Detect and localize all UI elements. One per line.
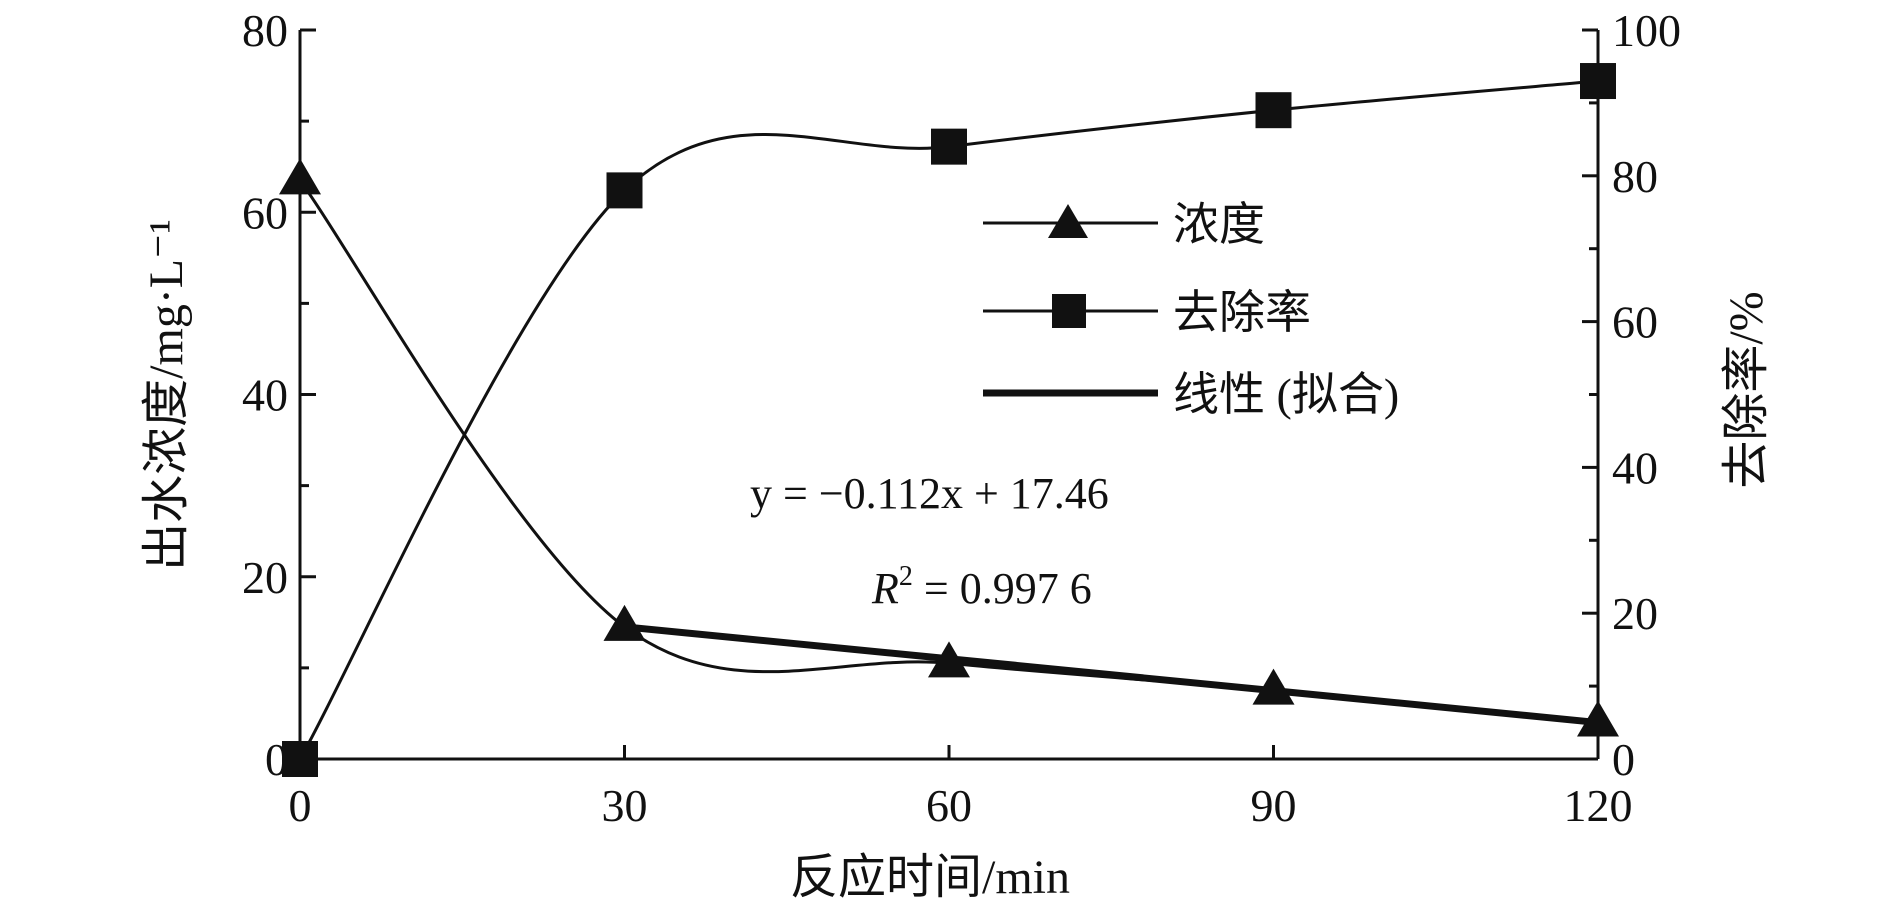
right-y-tick-label-0: 0: [1612, 734, 1635, 785]
x-tick-label-4: 120: [1564, 780, 1633, 831]
x-tick-label-3: 90: [1251, 780, 1297, 831]
equation-annotation: y = −0.112x + 17.46 R2 = 0.997 6: [750, 469, 1109, 613]
removal-rate-point-1: [606, 172, 643, 209]
r-squared: R2 = 0.997 6: [871, 561, 1092, 613]
r-squared-value: = 0.997 6: [913, 564, 1092, 613]
legend-triangle-marker: [1048, 204, 1088, 238]
right-y-tick-label-3: 60: [1612, 297, 1658, 348]
legend-label-fit: 线性 (拟合): [1173, 369, 1399, 420]
concentration-point-0: [279, 158, 321, 195]
right-y-axis-title: 去除率/%: [1720, 291, 1773, 488]
left-y-tick-label-4: 80: [242, 5, 288, 56]
x-axis-title: 反应时间/min: [790, 851, 1070, 904]
concentration-point-1: [603, 604, 646, 641]
r-squared-symbol: R: [871, 564, 899, 613]
left-y-tick-label-1: 20: [242, 552, 288, 603]
concentration-point-2: [928, 641, 970, 678]
regression-equation: y = −0.112x + 17.46: [750, 469, 1109, 518]
removal-rate-point-3: [1255, 92, 1292, 129]
right-y-tick-label-1: 20: [1612, 588, 1658, 639]
right-y-tick-label-4: 80: [1612, 151, 1658, 202]
series-layer: [279, 63, 1619, 777]
x-tick-label-1: 30: [602, 780, 648, 831]
left-y-tick-label-2: 40: [242, 370, 288, 421]
removal-rate-point-4: [1580, 63, 1616, 100]
fit-line: [621, 623, 1602, 727]
legend: 浓度 去除率 线性 (拟合): [983, 199, 1399, 420]
left-y-axis-title: 出水浓度/mg·L⁻¹: [140, 219, 193, 571]
legend-label-removal: 去除率: [1173, 287, 1311, 338]
series-1-line: [298, 79, 1599, 760]
concentration-point-3: [1252, 668, 1295, 705]
right-y-tick-label-5: 100: [1612, 5, 1681, 56]
series-0-line: [298, 179, 1599, 725]
removal-rate-point-2: [931, 128, 967, 165]
concentration-point-4: [1577, 700, 1619, 737]
legend-label-concentration: 浓度: [1173, 199, 1265, 250]
right-y-tick-label-2: 40: [1612, 442, 1658, 493]
x-tick-label-2: 60: [926, 780, 972, 831]
legend-square-marker: [1052, 294, 1086, 328]
r-squared-superscript: 2: [899, 561, 913, 592]
x-tick-label-0: 0: [289, 780, 312, 831]
removal-rate-point-0: [282, 741, 318, 777]
left-y-tick-label-3: 60: [242, 187, 288, 238]
